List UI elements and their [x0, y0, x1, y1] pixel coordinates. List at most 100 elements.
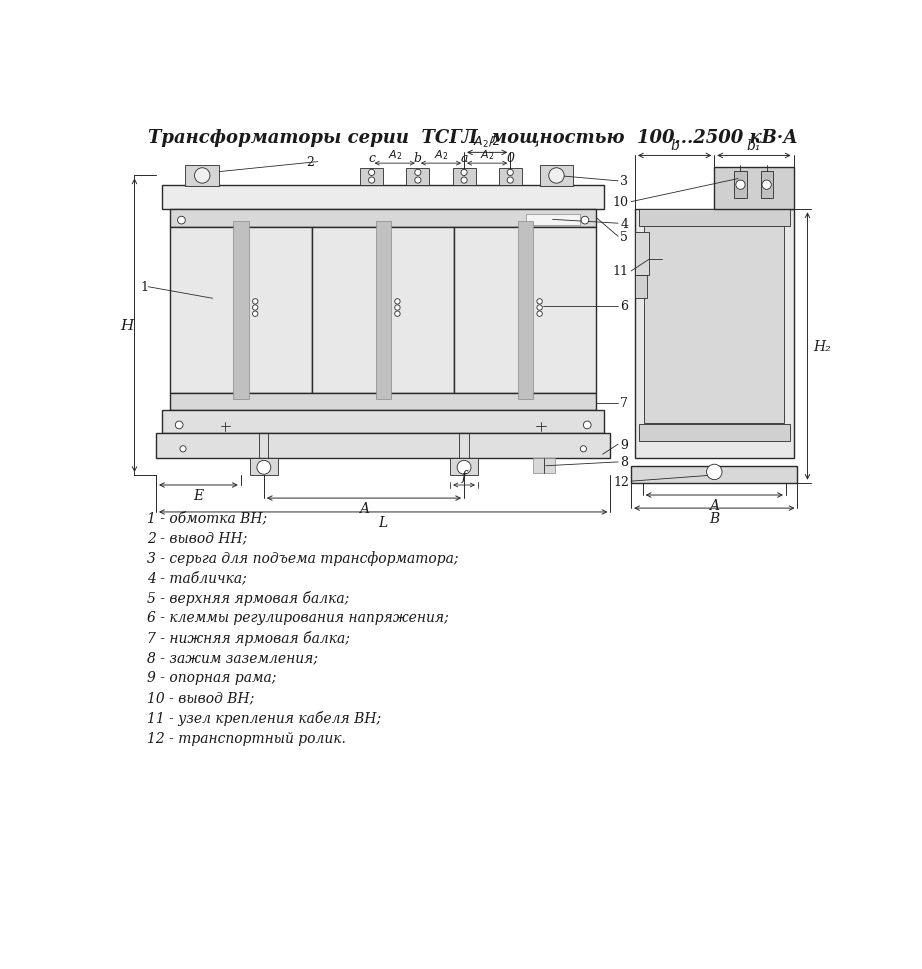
Bar: [450, 458, 478, 476]
Text: H₂: H₂: [813, 340, 832, 354]
Text: L: L: [379, 516, 388, 529]
Bar: [375, 222, 391, 399]
Bar: [517, 222, 533, 399]
Circle shape: [195, 169, 210, 184]
Text: 2 - вывод НН;: 2 - вывод НН;: [147, 531, 247, 545]
Text: $A_2$: $A_2$: [480, 148, 494, 162]
Circle shape: [549, 169, 564, 184]
Text: A: A: [709, 499, 719, 513]
Text: c: c: [368, 152, 375, 165]
Bar: [233, 222, 249, 399]
Bar: [453, 169, 476, 185]
Text: b: b: [414, 152, 422, 165]
Text: 11 - узел крепления кабеля ВН;: 11 - узел крепления кабеля ВН;: [147, 710, 381, 725]
Circle shape: [253, 312, 258, 317]
Circle shape: [369, 178, 374, 184]
Text: H: H: [120, 319, 134, 333]
Circle shape: [369, 171, 374, 176]
Circle shape: [581, 217, 589, 225]
Text: 12: 12: [613, 475, 629, 488]
Circle shape: [178, 217, 185, 225]
Circle shape: [395, 312, 400, 317]
Text: 8: 8: [621, 456, 629, 469]
Circle shape: [415, 178, 421, 184]
Text: 3: 3: [621, 175, 629, 188]
Text: 9 - опорная рама;: 9 - опорная рама;: [147, 671, 277, 685]
Bar: [639, 424, 790, 442]
Text: 11: 11: [613, 266, 629, 278]
Bar: [407, 169, 430, 185]
Bar: [734, 172, 747, 199]
Bar: [162, 411, 604, 433]
Text: $A_2$: $A_2$: [387, 148, 402, 162]
Text: 8 - зажим заземления;: 8 - зажим заземления;: [147, 651, 318, 665]
Circle shape: [175, 422, 183, 429]
Circle shape: [537, 305, 542, 311]
Text: Трансформаторы серии  ТСГЛ  мощностью  100...2500 кВ·А: Трансформаторы серии ТСГЛ мощностью 100.…: [148, 129, 798, 147]
Circle shape: [395, 299, 400, 304]
Bar: [499, 169, 522, 185]
Text: 0: 0: [506, 152, 514, 165]
Bar: [170, 393, 597, 411]
Circle shape: [507, 171, 514, 176]
Text: b₁: b₁: [747, 140, 762, 153]
Text: 12 - транспортный ролик.: 12 - транспортный ролик.: [147, 731, 346, 745]
Bar: [162, 185, 604, 210]
Circle shape: [253, 305, 258, 311]
Bar: [644, 226, 785, 424]
Text: 1 - обмотка ВН;: 1 - обмотка ВН;: [147, 511, 267, 525]
Bar: [635, 275, 647, 298]
Text: 1: 1: [140, 281, 148, 294]
Text: 10: 10: [613, 196, 629, 209]
Bar: [635, 234, 649, 275]
Bar: [313, 228, 455, 393]
Text: 2: 2: [306, 156, 313, 169]
Circle shape: [762, 181, 772, 190]
Text: $A_2$: $A_2$: [433, 148, 448, 162]
Circle shape: [537, 312, 542, 317]
Circle shape: [507, 178, 514, 184]
Circle shape: [584, 422, 591, 429]
Bar: [635, 210, 794, 458]
Bar: [361, 169, 384, 185]
Circle shape: [736, 181, 745, 190]
Circle shape: [395, 305, 400, 311]
Bar: [170, 210, 597, 228]
Text: B: B: [709, 512, 719, 525]
Bar: [156, 433, 610, 458]
Text: A: A: [359, 502, 369, 516]
Text: 7: 7: [621, 396, 628, 410]
Text: 4 - табличка;: 4 - табличка;: [147, 571, 246, 585]
Text: 5: 5: [621, 231, 628, 243]
Bar: [533, 458, 555, 474]
Text: 7 - нижняя ярмовая балка;: 7 - нижняя ярмовая балка;: [147, 630, 349, 645]
Text: 6: 6: [621, 300, 629, 313]
Circle shape: [457, 461, 471, 475]
Circle shape: [180, 447, 186, 453]
Text: 6 - клеммы регулирования напряжения;: 6 - клеммы регулирования напряжения;: [147, 610, 449, 625]
Text: 5 - верхняя ярмовая балка;: 5 - верхняя ярмовая балка;: [147, 590, 349, 606]
Text: $A_2/2$: $A_2/2$: [473, 135, 501, 150]
Bar: [170, 228, 313, 393]
Text: Е: Е: [194, 488, 204, 503]
Bar: [250, 458, 278, 476]
Bar: [526, 215, 580, 226]
Text: f: f: [462, 469, 467, 483]
Bar: [639, 210, 790, 227]
Bar: [761, 172, 773, 199]
Circle shape: [461, 171, 467, 176]
Text: 10 - вывод ВН;: 10 - вывод ВН;: [147, 691, 254, 704]
Circle shape: [580, 447, 586, 453]
Circle shape: [706, 465, 722, 480]
Circle shape: [253, 299, 258, 304]
Circle shape: [537, 299, 542, 304]
Bar: [539, 166, 573, 187]
Bar: [185, 166, 219, 187]
Bar: [715, 168, 794, 210]
Text: 3 - серьга для подъема трансформатора;: 3 - серьга для подъема трансформатора;: [147, 550, 458, 565]
Text: 9: 9: [621, 438, 628, 452]
Circle shape: [257, 461, 271, 475]
Text: 4: 4: [621, 217, 629, 231]
Circle shape: [415, 171, 421, 176]
Text: b: b: [670, 140, 680, 153]
